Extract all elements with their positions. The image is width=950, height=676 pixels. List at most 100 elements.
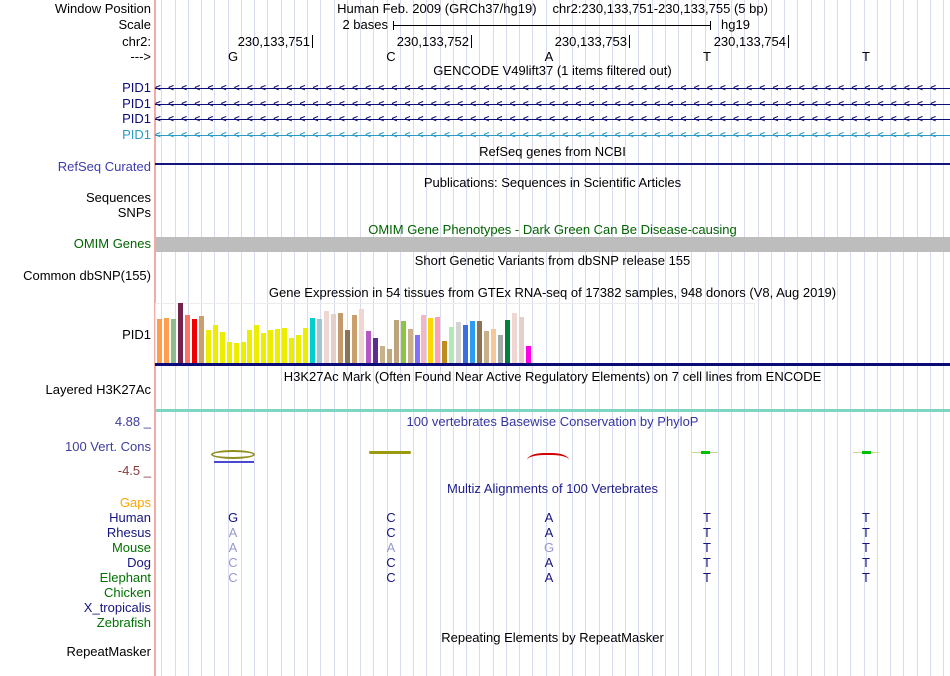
gtex-bar[interactable] — [407, 329, 413, 363]
gtex-bar[interactable] — [365, 331, 371, 363]
species-label[interactable]: Dog — [127, 555, 151, 570]
transcript-line[interactable] — [155, 135, 950, 136]
guide-line — [386, 0, 388, 676]
gtex-bar[interactable] — [344, 330, 350, 363]
gtex-bar[interactable] — [303, 328, 309, 363]
gtex-bar[interactable] — [317, 319, 323, 363]
gtex-bar[interactable] — [268, 330, 274, 363]
track-label[interactable]: SNPs — [117, 205, 151, 220]
track-label[interactable]: PID1 — [122, 327, 151, 342]
refseq-curated-line[interactable] — [155, 163, 950, 165]
phylop-peak-green-2[interactable] — [862, 451, 871, 454]
species-label[interactable]: X_tropicalis — [83, 600, 151, 615]
gtex-bar[interactable] — [511, 313, 517, 363]
gtex-bar[interactable] — [463, 325, 469, 363]
gtex-bar[interactable] — [428, 318, 434, 363]
position-label: 230,133,751 — [237, 34, 310, 49]
track-title: Multiz Alignments of 100 Vertebrates — [446, 481, 658, 496]
gtex-bar[interactable] — [205, 330, 211, 363]
gtex-bar[interactable] — [456, 322, 462, 363]
gtex-bar[interactable] — [226, 342, 232, 363]
gtex-bar[interactable] — [247, 330, 253, 363]
track-label[interactable]: OMIM Genes — [73, 236, 151, 251]
transcript-line[interactable] — [155, 88, 950, 89]
track-label[interactable]: Common dbSNP(155) — [23, 268, 151, 283]
track-label[interactable]: Sequences — [85, 190, 151, 205]
species-label[interactable]: Gaps — [119, 495, 151, 510]
omim-genes-bar[interactable] — [155, 237, 950, 252]
h3k27ac-signal-line[interactable] — [155, 409, 950, 412]
gtex-bar[interactable] — [198, 316, 204, 363]
gtex-bar[interactable] — [282, 328, 288, 363]
species-label[interactable]: Zebrafish — [96, 615, 151, 630]
gtex-bar[interactable] — [324, 311, 330, 363]
transcript-line[interactable] — [155, 104, 950, 105]
gtex-bar[interactable] — [470, 321, 476, 363]
transcript-label[interactable]: PID1 — [122, 127, 151, 142]
gtex-bar[interactable] — [240, 342, 246, 363]
gtex-bar[interactable] — [337, 313, 343, 363]
transcript-label[interactable]: PID1 — [122, 80, 151, 95]
phylop-peak-red[interactable] — [527, 453, 569, 460]
transcript-label[interactable]: PID1 — [122, 96, 151, 111]
species-label[interactable]: Elephant — [99, 570, 151, 585]
gtex-bar[interactable] — [275, 329, 281, 363]
gtex-bar[interactable] — [177, 303, 183, 363]
phylop-peak-green-1[interactable] — [701, 451, 710, 454]
gtex-bar[interactable] — [491, 329, 497, 363]
gtex-bar[interactable] — [296, 335, 302, 363]
species-label[interactable]: Mouse — [111, 540, 151, 555]
gtex-bar[interactable] — [393, 320, 399, 363]
gtex-bar[interactable] — [442, 341, 448, 363]
phylop-peak-loop[interactable] — [211, 450, 255, 459]
gtex-bar[interactable] — [170, 319, 176, 363]
track-label[interactable]: RepeatMasker — [66, 644, 151, 659]
transcript-line[interactable] — [155, 119, 950, 120]
track-label[interactable]: Window Position — [54, 1, 151, 16]
gtex-bar[interactable] — [379, 346, 385, 363]
gtex-bar[interactable] — [421, 315, 427, 363]
gtex-bar[interactable] — [449, 327, 455, 363]
gtex-bar[interactable] — [184, 315, 190, 363]
species-label[interactable]: Rhesus — [106, 525, 151, 540]
track-label[interactable]: -4.5 _ — [117, 463, 151, 478]
gtex-bar[interactable] — [351, 315, 357, 363]
species-label[interactable]: Chicken — [104, 585, 151, 600]
phylop-negative-line[interactable] — [214, 461, 254, 463]
gtex-bar[interactable] — [525, 346, 531, 363]
gtex-bar[interactable] — [219, 332, 225, 363]
gtex-bar[interactable] — [233, 343, 239, 363]
track-label[interactable]: ---> — [130, 49, 151, 64]
track-label[interactable]: chr2: — [122, 34, 151, 49]
track-label[interactable]: 4.88 _ — [114, 414, 151, 429]
gtex-bar[interactable] — [484, 331, 490, 363]
phylop-peak-olive[interactable] — [369, 451, 411, 454]
alignment-base: A — [228, 525, 238, 540]
gtex-bar[interactable] — [310, 318, 316, 363]
track-label[interactable]: Layered H3K27Ac — [45, 382, 151, 397]
gtex-bar[interactable] — [261, 333, 267, 363]
gtex-bar[interactable] — [212, 325, 218, 363]
gtex-bar[interactable] — [498, 335, 504, 363]
gtex-bar[interactable] — [505, 320, 510, 363]
gtex-bar[interactable] — [331, 314, 336, 363]
gtex-bar[interactable] — [477, 321, 483, 363]
species-label[interactable]: Human — [109, 510, 151, 525]
gtex-bar[interactable] — [254, 325, 260, 363]
gtex-bar[interactable] — [435, 317, 441, 363]
gtex-bar[interactable] — [163, 318, 169, 363]
guide-line — [757, 0, 759, 676]
gtex-bar[interactable] — [400, 321, 406, 363]
gtex-bar[interactable] — [157, 319, 162, 363]
gtex-bar[interactable] — [386, 349, 392, 363]
gtex-bar[interactable] — [518, 317, 524, 363]
gtex-bar[interactable] — [414, 335, 420, 363]
track-label[interactable]: RefSeq Curated — [57, 159, 151, 174]
track-label[interactable]: 100 Vert. Cons — [65, 439, 151, 454]
gtex-bar[interactable] — [289, 338, 295, 363]
gtex-bar[interactable] — [358, 309, 364, 363]
gtex-bar[interactable] — [191, 319, 197, 363]
track-label[interactable]: Scale — [118, 17, 151, 32]
gtex-bar[interactable] — [372, 338, 378, 363]
transcript-label[interactable]: PID1 — [122, 111, 151, 126]
